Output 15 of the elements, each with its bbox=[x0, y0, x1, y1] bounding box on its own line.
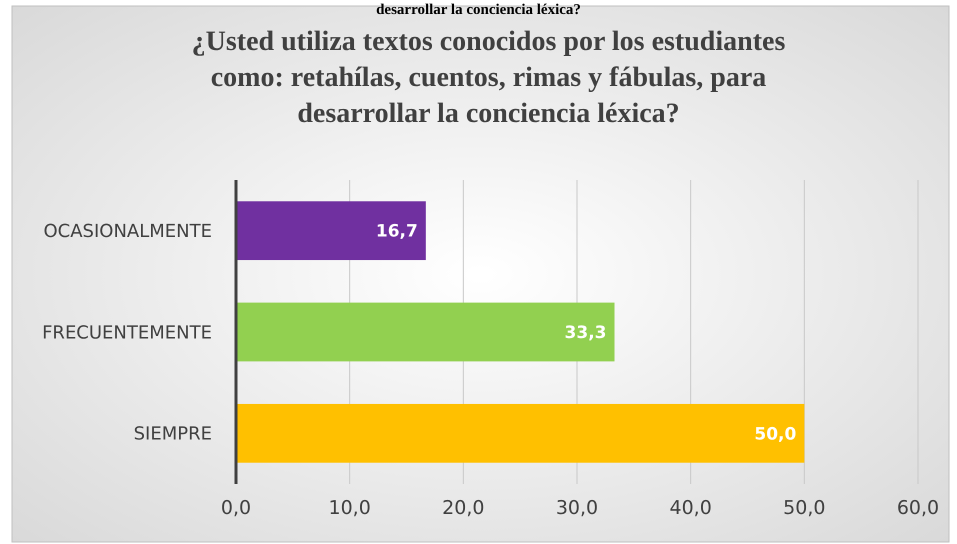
y-tick-label: OCASIONALMENTE bbox=[44, 220, 212, 242]
x-tick-label: 30,0 bbox=[556, 497, 598, 519]
x-tick-label: 0,0 bbox=[220, 497, 252, 519]
data-label: 33,3 bbox=[564, 322, 607, 343]
data-label: 16,7 bbox=[376, 222, 418, 242]
data-label: 50,0 bbox=[754, 424, 796, 444]
y-tick-label: FRECUENTEMENTE bbox=[42, 322, 212, 344]
x-tick-label: 60,0 bbox=[896, 497, 940, 519]
y-tick-label: SIEMPRE bbox=[134, 424, 212, 445]
x-tick-label: 20,0 bbox=[442, 497, 484, 519]
x-tick-label: 50,0 bbox=[783, 497, 826, 519]
text: desarrollar la conciencia léxica? bbox=[376, 2, 581, 18]
chart-title: ¿Usted utiliza textos conocidos por los estudiantes como: retahílas, cuentos, rimas y fábulas, para desarrollar la conciencia léxica? bbox=[192, 26, 786, 129]
x-tick-label: 10,0 bbox=[328, 497, 371, 519]
x-tick-label: 40,0 bbox=[670, 497, 712, 519]
